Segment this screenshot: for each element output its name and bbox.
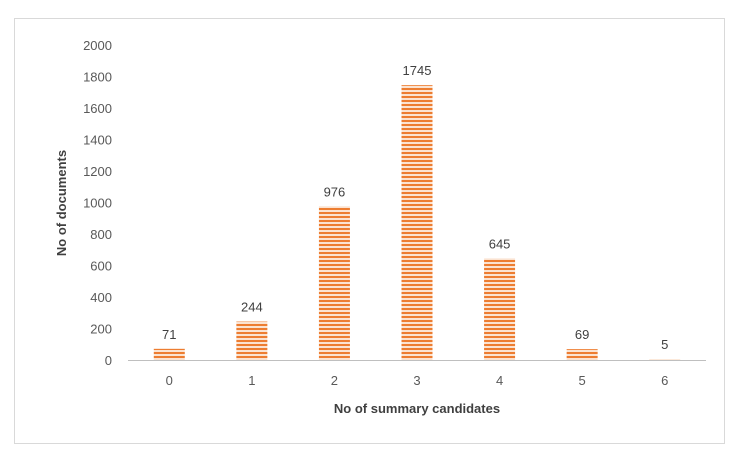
y-tick-label: 400	[90, 290, 112, 305]
data-label: 645	[489, 236, 511, 251]
chart-frame	[14, 18, 725, 444]
bar	[649, 359, 681, 360]
x-tick-label: 3	[413, 373, 420, 388]
x-tick-label: 0	[166, 373, 173, 388]
data-label: 976	[324, 184, 346, 199]
x-tick-label: 4	[496, 373, 503, 388]
x-tick-label: 6	[661, 373, 668, 388]
x-axis-tick-labels: 0 1 2 3 4 5 6	[166, 373, 669, 388]
y-tick-label: 2000	[83, 38, 112, 53]
y-tick-label: 200	[90, 322, 112, 337]
bar	[318, 206, 350, 360]
y-tick-label: 0	[105, 353, 112, 368]
data-label: 1745	[403, 63, 432, 78]
y-axis-tick-labels: 0 200 400 600 800 1000 1200 1400 1600 1800 2000	[83, 38, 112, 368]
y-tick-label: 1600	[83, 101, 112, 116]
y-tick-label: 1200	[83, 164, 112, 179]
data-label: 5	[661, 337, 668, 352]
y-tick-label: 600	[90, 259, 112, 274]
bar	[566, 349, 598, 360]
data-label: 69	[575, 327, 589, 342]
y-tick-label: 1400	[83, 133, 112, 148]
bar	[153, 348, 185, 360]
data-label: 71	[162, 327, 176, 342]
x-tick-label: 2	[331, 373, 338, 388]
data-labels: 71 244 976 1745 645 69 5	[162, 63, 668, 352]
y-tick-label: 800	[90, 227, 112, 242]
x-tick-label: 1	[248, 373, 255, 388]
bars	[153, 85, 681, 360]
y-tick-label: 1800	[83, 70, 112, 85]
x-axis-title: No of summary candidates	[334, 401, 500, 416]
x-tick-label: 5	[579, 373, 586, 388]
y-tick-label: 1000	[83, 196, 112, 211]
bar	[484, 258, 516, 360]
y-axis-title: No of documents	[54, 150, 69, 256]
data-label: 244	[241, 300, 263, 315]
bar	[401, 85, 433, 360]
bar	[236, 321, 268, 360]
